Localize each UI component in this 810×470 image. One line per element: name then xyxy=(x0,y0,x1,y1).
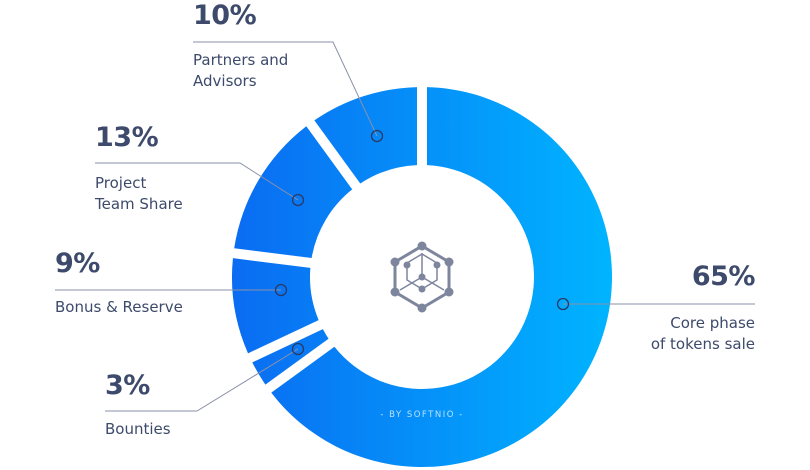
bonus-marker xyxy=(274,283,288,297)
bounties-value-label: 3% xyxy=(105,370,150,401)
watermark: - BY SOFTNIO - xyxy=(380,410,464,420)
core-label: Core phase of tokens sale xyxy=(650,314,755,353)
project-marker xyxy=(291,193,305,207)
partners-value-label: 10% xyxy=(193,0,257,31)
project-value-label: 13% xyxy=(95,122,159,153)
slice-project xyxy=(234,126,353,259)
hexagon-cube-network-icon xyxy=(390,241,454,313)
core-marker xyxy=(556,297,570,311)
core-value-label: 65% xyxy=(691,261,756,292)
slice-bounties xyxy=(252,329,329,385)
project-leader-line xyxy=(95,162,299,201)
partners-marker xyxy=(370,129,384,143)
bonus-value-label: 9% xyxy=(55,248,100,279)
bonus-label: Bonus & Reserve xyxy=(55,298,183,316)
slice-partners xyxy=(314,87,418,184)
slice-bonus xyxy=(231,258,319,354)
slice-core xyxy=(271,87,612,467)
partners-leader-line xyxy=(193,41,378,137)
bounties-leader-line xyxy=(105,348,299,412)
project-label: Project Team Share xyxy=(95,174,183,213)
bounties-label: Bounties xyxy=(105,420,171,438)
bounties-marker xyxy=(291,342,305,356)
partners-label: Partners and Advisors xyxy=(193,51,289,90)
